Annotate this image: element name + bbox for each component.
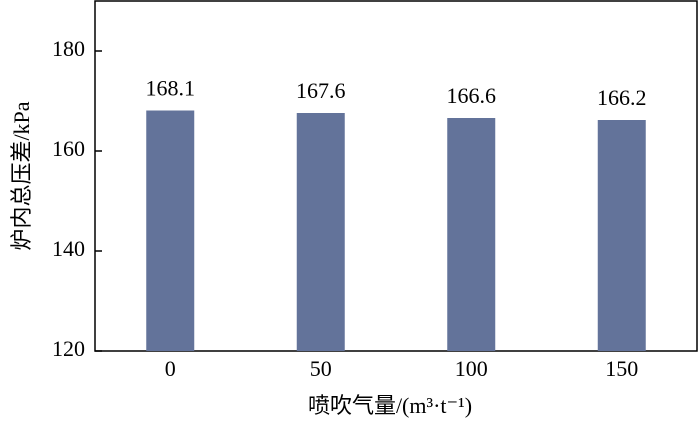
bar (296, 113, 345, 351)
bar (597, 120, 646, 351)
bar (146, 110, 195, 351)
y-tick-label: 180 (52, 36, 85, 61)
value-label: 168.1 (146, 76, 196, 101)
y-tick-label: 120 (52, 336, 85, 361)
value-label: 167.6 (296, 78, 346, 103)
bar (447, 118, 496, 351)
y-tick-label: 160 (52, 136, 85, 161)
x-axis-label: 喷吹气量/(m³·t⁻¹) (308, 393, 472, 418)
y-axis-label: 炉内总压差/kPa (9, 101, 34, 250)
value-label: 166.2 (597, 85, 647, 110)
y-tick-label: 140 (52, 236, 85, 261)
value-label: 166.6 (447, 83, 497, 108)
x-tick-label: 50 (310, 356, 332, 381)
plot-frame (94, 0, 698, 352)
x-tick-label: 0 (165, 356, 176, 381)
x-tick-label: 150 (605, 356, 638, 381)
x-tick-label: 100 (455, 356, 488, 381)
